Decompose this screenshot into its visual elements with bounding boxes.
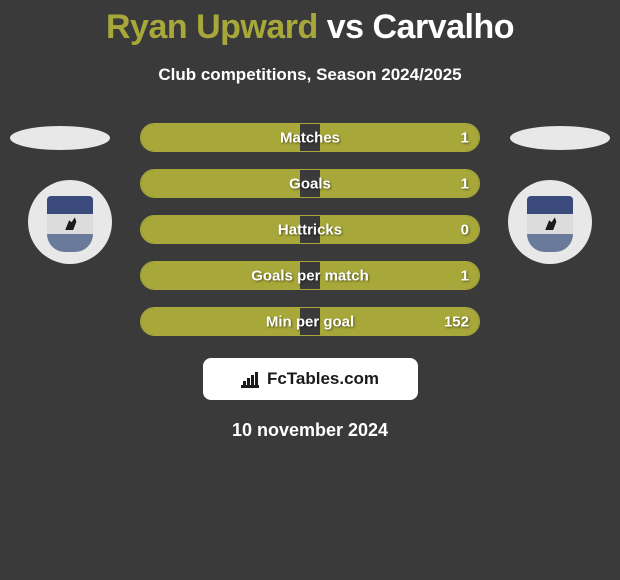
stat-label: Min per goal <box>266 313 354 330</box>
stat-value-right: 1 <box>461 267 469 284</box>
club-shield-icon <box>527 196 573 248</box>
stat-row: Hattricks 0 <box>140 215 480 244</box>
stat-fill-right <box>320 124 479 151</box>
club-shield-icon <box>47 196 93 248</box>
player1-ellipse <box>10 126 110 150</box>
stat-label: Goals <box>289 175 331 192</box>
stat-row: Min per goal 152 <box>140 307 480 336</box>
stat-fill-right <box>320 170 479 197</box>
stat-row: Goals 1 <box>140 169 480 198</box>
brand-chart-icon <box>241 370 263 388</box>
stat-row: Matches 1 <box>140 123 480 152</box>
date-text: 10 november 2024 <box>0 420 620 441</box>
comparison-title: Ryan Upward vs Carvalho <box>0 0 620 47</box>
player2-ellipse <box>510 126 610 150</box>
player2-club-badge <box>508 180 592 264</box>
stat-fill-left <box>141 124 300 151</box>
stat-value-right: 1 <box>461 175 469 192</box>
stat-value-right: 152 <box>444 313 469 330</box>
vs-text: vs <box>327 8 364 46</box>
stat-fill-left <box>141 216 300 243</box>
stat-fill-right <box>320 216 479 243</box>
stat-label: Matches <box>280 129 340 146</box>
stat-fill-left <box>141 170 300 197</box>
stat-label: Goals per match <box>251 267 369 284</box>
subtitle: Club competitions, Season 2024/2025 <box>0 65 620 85</box>
player2-name: Carvalho <box>373 8 515 46</box>
stat-value-right: 1 <box>461 129 469 146</box>
brand-box: FcTables.com <box>203 358 418 400</box>
brand-text: FcTables.com <box>267 369 379 389</box>
player1-name: Ryan Upward <box>106 8 318 46</box>
player1-club-badge <box>28 180 112 264</box>
stat-row: Goals per match 1 <box>140 261 480 290</box>
stat-value-right: 0 <box>461 221 469 238</box>
stat-label: Hattricks <box>278 221 342 238</box>
